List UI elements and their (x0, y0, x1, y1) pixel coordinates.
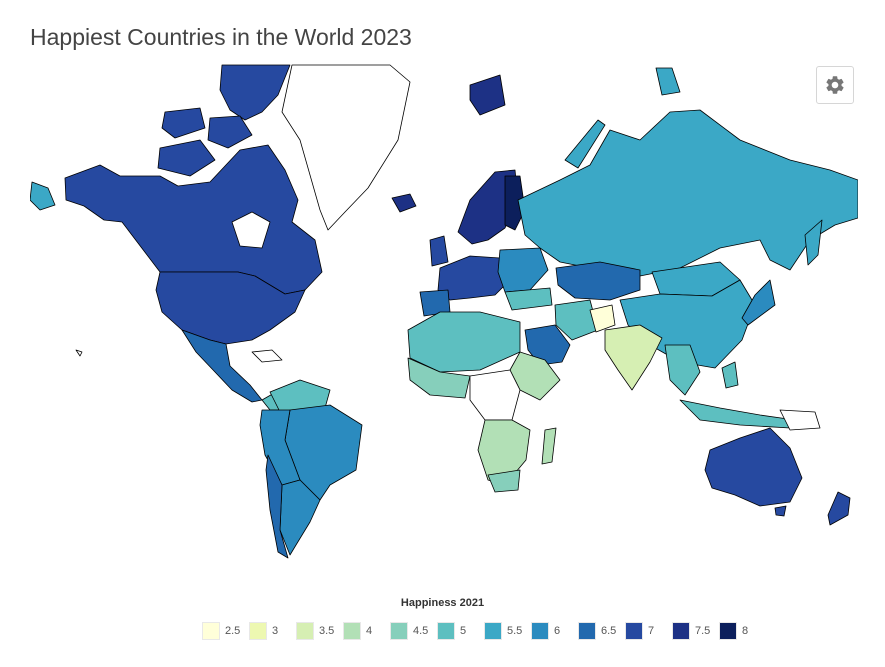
region-hawaii[interactable] (75, 349, 83, 357)
region-west-africa[interactable] (407, 357, 471, 399)
region-canada[interactable] (64, 144, 323, 295)
legend-label: 3 (272, 625, 279, 637)
legend-swatch (484, 622, 502, 640)
region-iceland[interactable] (391, 193, 417, 213)
legend-swatch (202, 622, 220, 640)
legend-item[interactable]: 7.5 (672, 622, 713, 640)
region-philippines[interactable] (721, 361, 739, 389)
legend-swatch (672, 622, 690, 640)
region-svalbard[interactable] (469, 74, 506, 116)
legend-item[interactable]: 6 (531, 622, 572, 640)
legend-item[interactable]: 8 (719, 622, 760, 640)
region-kazakhstan[interactable] (555, 261, 641, 301)
region-alaska-tip[interactable] (30, 181, 56, 211)
legend-label: 7 (648, 625, 655, 637)
legend-item[interactable]: 3 (249, 622, 290, 640)
legend-label: 8 (742, 625, 749, 637)
color-legend: 2.5 3 3.5 4 4.5 5 5.5 6 6.5 7 7.5 8 (202, 622, 766, 640)
region-tasmania[interactable] (774, 505, 787, 517)
region-saudi-arabia[interactable] (524, 324, 571, 366)
legend-label: 6 (554, 625, 561, 637)
region-south-africa[interactable] (487, 469, 521, 493)
legend-item[interactable]: 5.5 (484, 622, 525, 640)
legend-swatch (343, 622, 361, 640)
legend-label: 4 (366, 625, 373, 637)
region-madagascar[interactable] (541, 427, 557, 465)
legend-label: 7.5 (695, 625, 711, 637)
region-kamchatka[interactable] (804, 219, 823, 266)
legend-item[interactable]: 7 (625, 622, 666, 640)
region-turkey[interactable] (504, 287, 553, 311)
legend-swatch (625, 622, 643, 640)
legend-item[interactable]: 4.5 (390, 622, 431, 640)
region-central-africa[interactable] (469, 369, 521, 421)
legend-item[interactable]: 5 (437, 622, 478, 640)
region-uk[interactable] (429, 235, 449, 267)
region-arctic-island-c[interactable] (157, 139, 216, 177)
legend-item[interactable]: 6.5 (578, 622, 619, 640)
legend-swatch (390, 622, 408, 640)
legend-swatch (578, 622, 596, 640)
region-japan[interactable] (741, 279, 776, 326)
legend-label: 4.5 (413, 625, 429, 637)
legend-label: 3.5 (319, 625, 335, 637)
legend-label: 5 (460, 625, 467, 637)
region-novaya-zemlya[interactable] (564, 119, 606, 169)
legend-title: Happiness 2021 (400, 597, 485, 609)
region-usa[interactable] (155, 271, 306, 345)
legend-swatch (531, 622, 549, 640)
legend-swatch (296, 622, 314, 640)
hudson-bay (231, 211, 271, 249)
legend-swatch (719, 622, 737, 640)
region-iran[interactable] (554, 299, 599, 341)
legend-swatch (437, 622, 455, 640)
legend-label: 6.5 (601, 625, 617, 637)
region-chile[interactable] (265, 454, 289, 559)
legend-swatch (249, 622, 267, 640)
region-indonesia[interactable] (679, 399, 796, 429)
region-franz-josef[interactable] (655, 67, 681, 96)
world-map[interactable] (30, 63, 858, 563)
region-canada-islands[interactable] (219, 64, 291, 121)
region-arctic-island-b[interactable] (207, 115, 253, 149)
region-arctic-island-a[interactable] (161, 107, 206, 139)
region-india[interactable] (604, 324, 663, 391)
legend-item[interactable]: 2.5 (202, 622, 243, 640)
region-north-africa[interactable] (407, 311, 521, 373)
legend-item[interactable]: 3.5 (296, 622, 337, 640)
region-greenland[interactable] (281, 64, 411, 231)
map-title: Happiest Countries in the World 2023 (30, 24, 412, 50)
legend-label: 5.5 (507, 625, 523, 637)
region-southeast-asia[interactable] (664, 344, 701, 396)
legend-label: 2.5 (225, 625, 241, 637)
settings-button[interactable] (816, 66, 854, 104)
legend-item[interactable]: 4 (343, 622, 384, 640)
region-caribbean[interactable] (251, 349, 283, 363)
region-new-zealand[interactable] (827, 491, 851, 526)
gear-icon (826, 76, 844, 94)
region-finland[interactable] (504, 175, 526, 231)
region-afghanistan[interactable] (589, 304, 616, 333)
region-argentina[interactable] (279, 479, 321, 556)
region-eastern-europe[interactable] (497, 247, 549, 293)
region-new-guinea[interactable] (779, 409, 821, 431)
region-australia[interactable] (704, 427, 803, 507)
